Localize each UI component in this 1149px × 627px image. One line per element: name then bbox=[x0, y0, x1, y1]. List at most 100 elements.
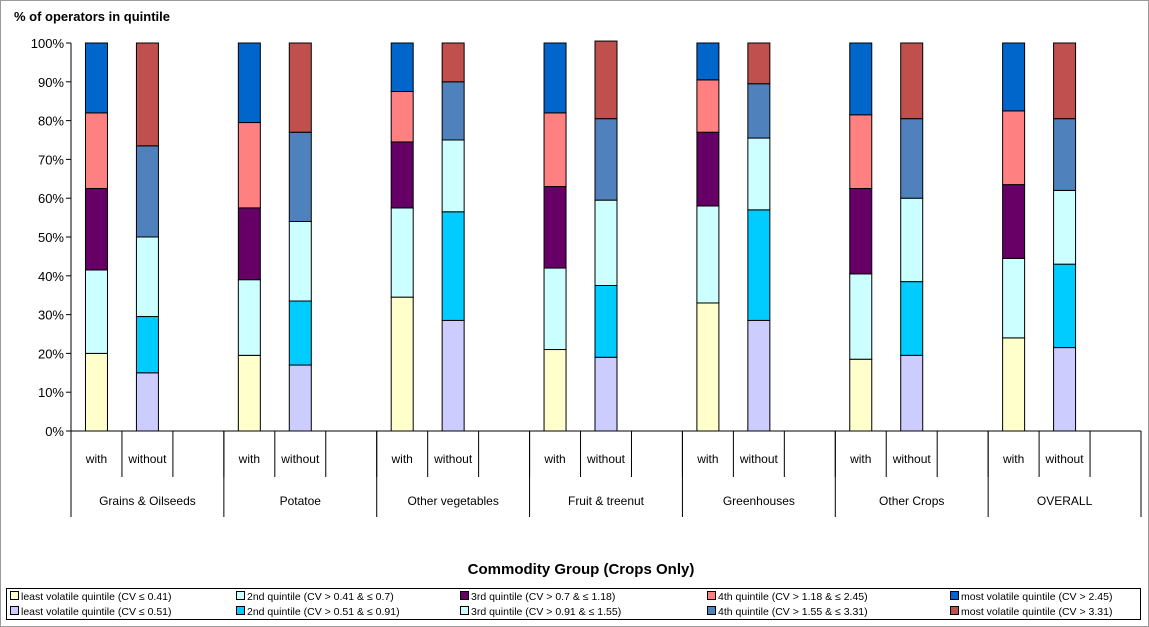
x-group-label: Potatoe bbox=[280, 494, 322, 508]
y-tick-label: 30% bbox=[38, 308, 64, 323]
x-subcategory-label: with bbox=[85, 452, 107, 466]
bar-segment bbox=[84, 352, 108, 432]
bar-segment bbox=[1002, 184, 1026, 259]
bar-segment bbox=[84, 42, 108, 114]
bar-segment bbox=[543, 42, 567, 114]
x-subcategory-label: with bbox=[238, 452, 260, 466]
bar-segment bbox=[237, 279, 261, 356]
y-tick-label: 100% bbox=[31, 36, 65, 51]
x-group-label: Greenhouses bbox=[723, 494, 795, 508]
bar-segment bbox=[747, 83, 771, 139]
bar-segment bbox=[390, 42, 414, 92]
legend-swatch bbox=[950, 591, 959, 600]
legend-item: least volatile quintile (CV ≤ 0.41) bbox=[10, 591, 172, 604]
legend-swatch bbox=[460, 606, 469, 615]
bar-segment bbox=[747, 42, 771, 85]
legend-swatch bbox=[236, 606, 245, 615]
bar-segment bbox=[135, 145, 159, 238]
legend-swatch bbox=[10, 591, 19, 600]
x-group-label: Other Crops bbox=[879, 494, 944, 508]
bar-segment bbox=[135, 42, 159, 147]
x-group-label: OVERALL bbox=[1037, 494, 1093, 508]
x-subcategory-label: without bbox=[127, 452, 167, 466]
x-subcategory-label: without bbox=[739, 452, 779, 466]
legend-swatch bbox=[236, 591, 245, 600]
bar-segment bbox=[84, 112, 108, 189]
bar-segment bbox=[696, 131, 720, 207]
legend-item: least volatile quintile (CV ≤ 0.51) bbox=[10, 606, 172, 619]
x-group-label: Fruit & treenut bbox=[568, 494, 645, 508]
bar-segment bbox=[849, 188, 873, 275]
y-tick-label: 90% bbox=[38, 75, 64, 90]
x-subcategory-label: with bbox=[391, 452, 413, 466]
bar-segment bbox=[1002, 337, 1026, 432]
y-tick-label: 60% bbox=[38, 191, 64, 206]
bar-segment bbox=[594, 118, 618, 201]
x-subcategory-label: without bbox=[892, 452, 932, 466]
y-tick-label: 50% bbox=[38, 230, 64, 245]
bar-segment bbox=[237, 207, 261, 281]
legend-swatch bbox=[707, 606, 716, 615]
legend: least volatile quintile (CV ≤ 0.41) 2nd q… bbox=[6, 588, 1141, 620]
bar-segment bbox=[1053, 42, 1077, 120]
bar-segment bbox=[543, 267, 567, 351]
bar-segment bbox=[696, 302, 720, 432]
bar-segment bbox=[594, 285, 618, 358]
bar-segment bbox=[543, 186, 567, 269]
bar-segment bbox=[747, 209, 771, 321]
bar-segment bbox=[594, 199, 618, 286]
x-subcategory-label: with bbox=[849, 452, 871, 466]
legend-swatch bbox=[707, 591, 716, 600]
bar-segment bbox=[1053, 189, 1077, 265]
bar-segment bbox=[390, 141, 414, 209]
y-tick-label: 20% bbox=[38, 346, 64, 361]
y-tick-label: 80% bbox=[38, 114, 64, 129]
x-subcategory-label: with bbox=[1002, 452, 1024, 466]
bar-segment bbox=[441, 319, 465, 432]
bar-segment bbox=[594, 40, 618, 120]
y-tick-label: 0% bbox=[45, 424, 64, 439]
bar-segment bbox=[135, 316, 159, 374]
legend-swatch bbox=[460, 591, 469, 600]
legend-label: 4th quintile (CV > 1.18 & ≤ 2.45) bbox=[718, 591, 868, 603]
legend-swatch bbox=[950, 606, 959, 615]
bar-segment bbox=[1002, 110, 1026, 186]
bar-segment bbox=[900, 197, 924, 283]
bar-segment bbox=[696, 79, 720, 133]
y-tick-label: 10% bbox=[38, 385, 64, 400]
y-axis-title: % of operators in quintile bbox=[14, 9, 170, 24]
bar-segment bbox=[900, 281, 924, 356]
bar-segment bbox=[849, 273, 873, 360]
bar-segment bbox=[849, 114, 873, 189]
legend-item: most volatile quintile (CV > 2.45) bbox=[950, 591, 1112, 604]
x-subcategory-label: with bbox=[543, 452, 565, 466]
legend-item: most volatile quintile (CV > 3.31) bbox=[950, 606, 1112, 619]
bar-segment bbox=[594, 356, 618, 432]
bar-segment bbox=[237, 42, 261, 124]
y-tick-label: 40% bbox=[38, 269, 64, 284]
legend-label: least volatile quintile (CV ≤ 0.41) bbox=[21, 591, 172, 603]
bar-segment bbox=[696, 205, 720, 304]
bar-segment bbox=[543, 349, 567, 432]
bar-segment bbox=[747, 137, 771, 211]
x-axis-title: Commodity Group (Crops Only) bbox=[468, 561, 695, 578]
legend-item: 4th quintile (CV > 1.55 & ≤ 3.31) bbox=[707, 606, 868, 619]
bar-segment bbox=[84, 188, 108, 271]
bar-segment bbox=[900, 118, 924, 199]
bar-segment bbox=[849, 358, 873, 432]
bar-segment bbox=[900, 42, 924, 120]
x-subcategory-label: with bbox=[696, 452, 718, 466]
legend-item: 2nd quintile (CV > 0.51 & ≤ 0.91) bbox=[236, 606, 400, 619]
bar-segment bbox=[849, 42, 873, 116]
legend-item: 2nd quintile (CV > 0.41 & ≤ 0.7) bbox=[236, 591, 394, 604]
legend-item: 4th quintile (CV > 1.18 & ≤ 2.45) bbox=[707, 591, 868, 604]
x-subcategory-label: without bbox=[433, 452, 473, 466]
bar-segment bbox=[543, 112, 567, 188]
legend-label: 3rd quintile (CV > 0.7 & ≤ 1.18) bbox=[471, 591, 616, 603]
bar-segment bbox=[135, 372, 159, 432]
bar-segment bbox=[288, 131, 312, 222]
bar-segment bbox=[1053, 347, 1077, 432]
legend-swatch bbox=[10, 606, 19, 615]
